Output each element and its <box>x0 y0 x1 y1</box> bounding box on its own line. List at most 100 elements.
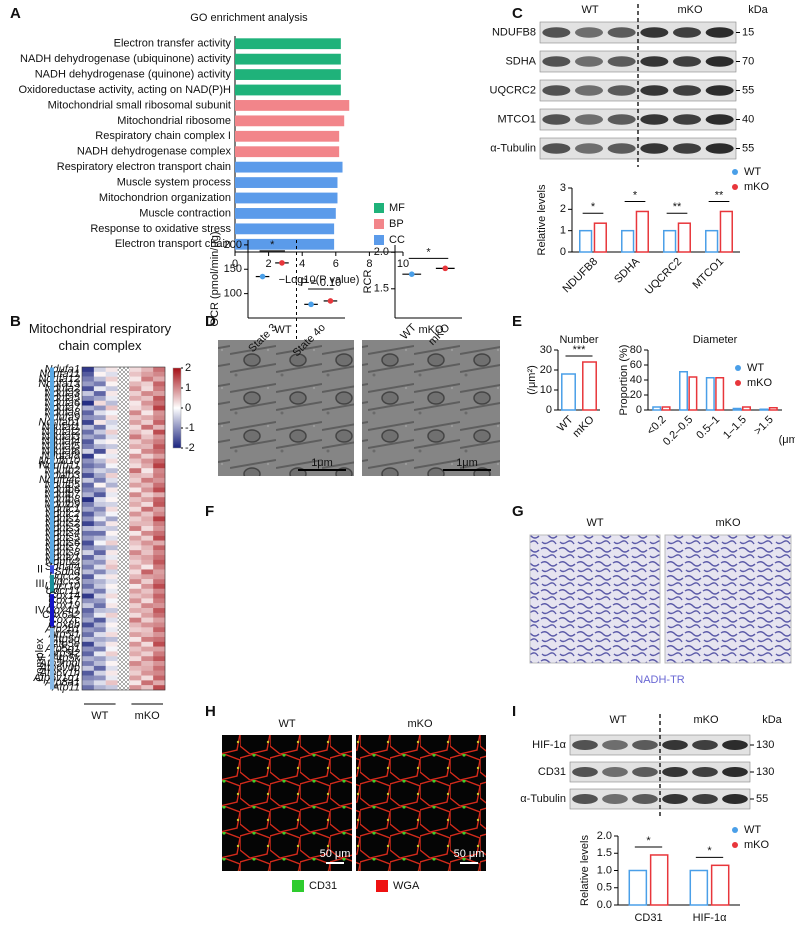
bar <box>235 130 340 142</box>
heatmap-cell <box>93 598 106 604</box>
heatmap-cell <box>82 458 95 464</box>
heatmap-cell <box>93 420 106 426</box>
heatmap-cell <box>153 448 166 454</box>
heatmap-cell <box>129 574 142 580</box>
heatmap-cell <box>93 487 106 493</box>
heatmap-cell <box>105 521 118 527</box>
category-label: NADH dehydrogenase complex <box>77 146 232 158</box>
heatmap-cell <box>93 391 106 397</box>
heatmap-cell <box>105 458 118 464</box>
heatmap-cell <box>105 646 118 652</box>
gene-label: Cox17 <box>48 595 81 607</box>
category-label: Respiratory chain complex I <box>95 130 231 142</box>
blot-band <box>572 740 598 750</box>
heatmap-cell <box>129 680 142 686</box>
image-label: WT <box>274 324 291 336</box>
gene-label: Uqcr11 <box>45 585 80 597</box>
channel-label: CD31 <box>309 880 337 892</box>
heatmap-cell <box>153 468 166 474</box>
heatmap-cell <box>105 685 118 691</box>
heatmap-cell <box>141 395 154 401</box>
missing-cell <box>117 376 130 382</box>
heatmap-cell <box>141 497 154 503</box>
heatmap-cell <box>129 675 142 681</box>
heatmap-cell <box>82 439 95 445</box>
bar <box>741 406 751 411</box>
bar <box>235 161 343 173</box>
heatmap-cell <box>105 511 118 517</box>
missing-cell <box>117 405 130 411</box>
heatmap-cell <box>82 617 95 623</box>
y-axis-label: Relative levels <box>579 835 591 906</box>
heatmap-cell <box>129 665 142 671</box>
missing-cell <box>117 632 130 638</box>
heatmap-cell <box>153 526 166 532</box>
x-tick-label: 10 <box>397 258 409 270</box>
heatmap-cell <box>105 492 118 498</box>
heatmap-cell <box>153 410 166 416</box>
y-tick-label: 3 <box>560 182 566 194</box>
gene-label: Ndufb4c <box>39 474 80 486</box>
bar <box>710 864 730 906</box>
heatmap-cell <box>105 497 118 503</box>
heatmap-cell <box>93 627 106 633</box>
heatmap-cell <box>141 535 154 541</box>
heatmap-cell <box>105 415 118 421</box>
heatmap-cell <box>129 497 142 503</box>
heatmap-cell <box>141 420 154 426</box>
heatmap-cell <box>105 526 118 532</box>
heatmap-cell <box>105 516 118 522</box>
heatmap-cell <box>141 415 154 421</box>
heatmap-cell <box>129 670 142 676</box>
heatmap-cell <box>105 367 118 373</box>
x-axis-label: −Log10(P value) <box>279 274 360 286</box>
missing-cell <box>117 448 130 454</box>
significance-label: * <box>591 201 596 213</box>
complex-label: III <box>35 578 44 590</box>
significance-label: ** <box>715 189 724 201</box>
heatmap-cell <box>82 579 95 585</box>
heatmap-cell <box>105 540 118 546</box>
gene-label: Atp5l1 <box>48 628 80 640</box>
scale-label: 1μm <box>456 457 478 469</box>
heatmap-cell <box>129 429 142 435</box>
legend-label: MF <box>389 202 405 214</box>
heatmap-cell <box>153 381 166 387</box>
missing-cell <box>117 453 130 459</box>
heatmap-cell <box>82 612 95 618</box>
protein-label: CD31 <box>538 766 566 778</box>
bar <box>652 406 662 411</box>
heatmap-cell <box>153 420 166 426</box>
chart-title: Number <box>559 334 598 346</box>
heatmap-cell <box>141 608 154 614</box>
heatmap-cell <box>141 506 154 512</box>
heatmap-cell <box>82 395 95 401</box>
significance-label: P = 0.10 <box>300 277 341 289</box>
heatmap-cell <box>153 651 166 657</box>
heatmap-cell <box>105 405 118 411</box>
heatmap-cell <box>141 530 154 536</box>
heatmap-cell <box>105 550 118 556</box>
blot-band <box>542 27 571 38</box>
heatmap-cell <box>153 680 166 686</box>
heatmap-cell <box>93 424 106 430</box>
heatmap-cell <box>141 405 154 411</box>
heatmap-cell <box>129 661 142 667</box>
heatmap-cell <box>153 564 166 570</box>
blot-band <box>542 114 571 125</box>
heatmap-cell <box>82 603 95 609</box>
blot-band <box>722 740 748 750</box>
heatmap-cell <box>141 487 154 493</box>
heatmap-cell <box>141 453 154 459</box>
category-label: Respiratory electron transport chain <box>57 161 231 173</box>
heatmap-cell <box>153 458 166 464</box>
heatmap-cell <box>93 448 106 454</box>
gene-label: Ndufs8 <box>45 547 81 559</box>
bar <box>593 222 607 253</box>
heatmap-cell <box>105 651 118 657</box>
y-tick-label: 2.0 <box>597 830 612 842</box>
heatmap-cell <box>129 535 142 541</box>
missing-cell <box>117 583 130 589</box>
heatmap-cell <box>153 622 166 628</box>
blot-band <box>572 794 598 804</box>
